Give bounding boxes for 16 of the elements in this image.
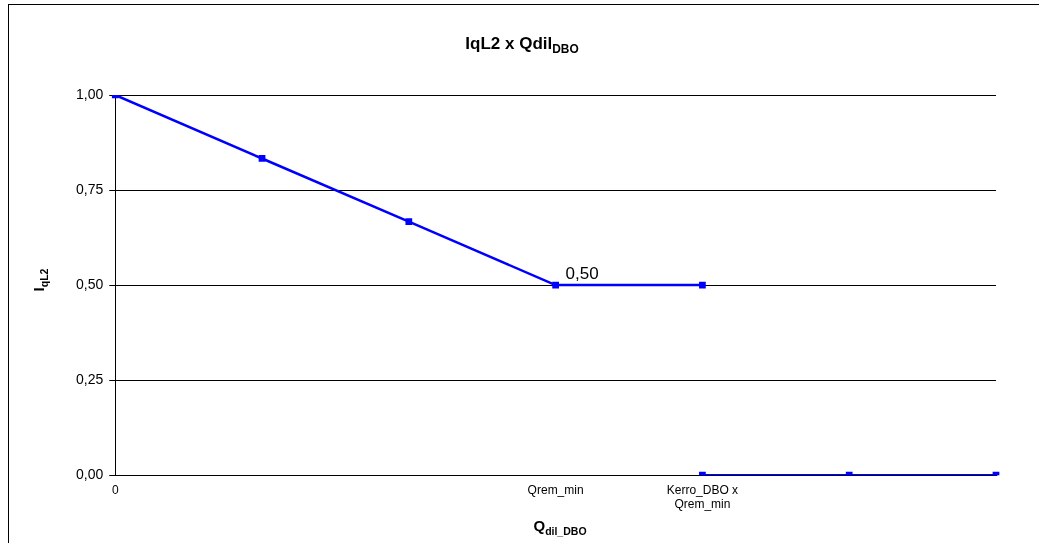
chart-title: IqL2 x Qdil$_{DBO}$ [464, 34, 580, 57]
point [258, 155, 266, 162]
point [552, 281, 559, 289]
y-tick-label: 0,50 [76, 275, 104, 292]
x-axis-title: Q$_{dil_DBO}$ [532, 517, 588, 537]
point [405, 218, 413, 225]
y-tick-label: 0,25 [76, 371, 104, 388]
x-tick-label: Qrem_min [527, 482, 584, 497]
y-tick-label: 0,75 [76, 180, 104, 197]
point [699, 471, 706, 476]
point [699, 281, 706, 289]
annotation: 0,50 [565, 264, 599, 284]
y-tick-label: 1,00 [76, 85, 104, 102]
y-tick-label: 0,00 [76, 466, 104, 483]
x-tick-label: Kerro_DBO x Qrem_min [666, 482, 739, 512]
x-tick-label: 0 [111, 482, 119, 497]
